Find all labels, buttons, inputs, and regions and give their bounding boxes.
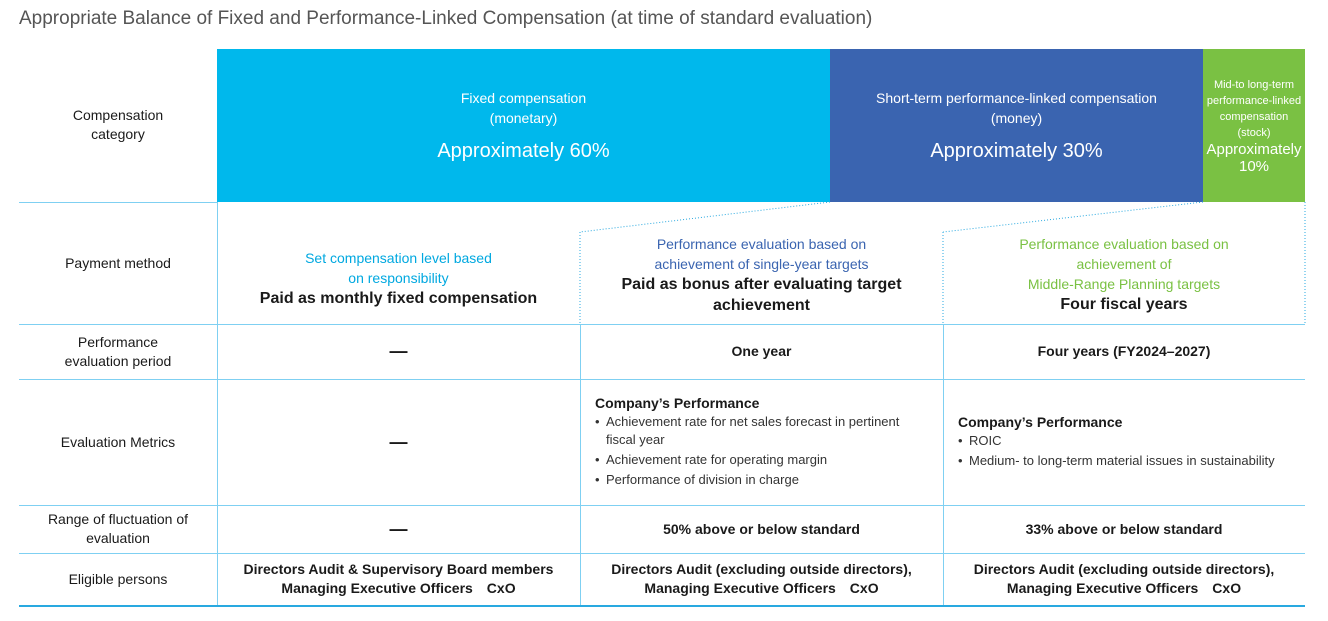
range-long-term: 33% above or below standard bbox=[1025, 520, 1223, 537]
period-long-term: Four years (FY2024–2027) bbox=[1037, 343, 1211, 359]
eligible-short-line2: Managing Executive Officers CxO bbox=[644, 580, 879, 596]
payment-fixed-hl1: Set compensation level based bbox=[305, 250, 492, 266]
fixed-compensation-band: Fixed compensation (monetary) Approximat… bbox=[217, 49, 830, 202]
row-label-range: Range of fluctuation of evaluation bbox=[47, 511, 189, 546]
metrics-fixed: — bbox=[389, 431, 408, 452]
list-item: Achievement rate for net sales forecast … bbox=[595, 413, 915, 449]
eligible-long-line1: Directors Audit (excluding outside direc… bbox=[973, 561, 1275, 577]
eligible-fixed-line2: Managing Executive Officers CxO bbox=[281, 580, 516, 596]
long-term-compensation-band: Mid-to long-term performance-linked comp… bbox=[1203, 49, 1305, 202]
metrics-long-term: Company’s Performance ROIC Medium- to lo… bbox=[958, 379, 1278, 505]
long-band-name-4: (stock) bbox=[1237, 126, 1271, 139]
payment-long-term: Performance evaluation based on achievem… bbox=[943, 234, 1305, 324]
fixed-band-name-1: Fixed compensation bbox=[460, 89, 587, 106]
payment-fixed: Set compensation level based on responsi… bbox=[217, 240, 580, 324]
eligible-long-term: Directors Audit (excluding outside direc… bbox=[943, 553, 1305, 605]
column-divider bbox=[943, 324, 944, 605]
eligible-short-term: Directors Audit (excluding outside direc… bbox=[580, 553, 943, 605]
eligible-short-line1: Directors Audit (excluding outside direc… bbox=[611, 561, 912, 577]
metrics-short-term: Company’s Performance Achievement rate f… bbox=[595, 379, 915, 505]
fixed-band-share: Approximately 60% bbox=[437, 139, 610, 162]
short-term-compensation-band: Short-term performance-linked compensati… bbox=[830, 49, 1203, 202]
payment-long-hl2: achievement of bbox=[1076, 256, 1172, 272]
fixed-band-name-2: (monetary) bbox=[489, 109, 558, 126]
row-divider bbox=[19, 324, 1305, 325]
list-item: Medium- to long-term material issues in … bbox=[958, 452, 1275, 470]
payment-long-hl1: Performance evaluation based on bbox=[1019, 236, 1229, 252]
payment-long-main: Four fiscal years bbox=[1060, 296, 1188, 313]
short-band-name-1: Short-term performance-linked compensati… bbox=[876, 89, 1157, 106]
column-divider bbox=[217, 202, 218, 605]
payment-fixed-main: Paid as monthly fixed compensation bbox=[259, 290, 538, 307]
short-band-share: Approximately 30% bbox=[930, 139, 1103, 162]
payment-long-hl3: Middle-Range Planning targets bbox=[1027, 276, 1221, 292]
row-label-metrics: Evaluation Metrics bbox=[60, 433, 176, 450]
metrics-long-title: Company’s Performance bbox=[958, 414, 1123, 430]
period-fixed: — bbox=[389, 341, 408, 361]
row-label-payment: Payment method bbox=[65, 254, 171, 271]
metrics-long-list: ROIC Medium- to long-term material issue… bbox=[958, 432, 1275, 472]
payment-fixed-hl2: on responsibility bbox=[348, 270, 449, 286]
payment-short-main1: Paid as bonus after evaluating target bbox=[621, 276, 902, 293]
metrics-short-title: Company’s Performance bbox=[595, 395, 760, 411]
long-band-share-1: Approximately bbox=[1206, 140, 1302, 158]
eligible-long-line2: Managing Executive Officers CxO bbox=[1006, 580, 1242, 596]
long-band-name-3: compensation bbox=[1219, 110, 1289, 123]
eligible-fixed-line1: Directors Audit & Supervisory Board memb… bbox=[243, 561, 554, 577]
payment-short-main2: achievement bbox=[713, 297, 810, 314]
payment-short-hl1: Performance evaluation based on bbox=[656, 236, 867, 252]
eligible-fixed: Directors Audit & Supervisory Board memb… bbox=[217, 553, 580, 605]
row-label-eligible: Eligible persons bbox=[68, 570, 168, 587]
range-fixed: — bbox=[389, 518, 408, 539]
payment-short-hl2: achievement of single-year targets bbox=[654, 256, 869, 272]
column-divider bbox=[580, 324, 581, 605]
row-divider bbox=[19, 553, 1305, 554]
long-band-name-2: performance-linked bbox=[1206, 94, 1302, 107]
metrics-short-list: Achievement rate for net sales forecast … bbox=[595, 413, 915, 491]
period-short-term: One year bbox=[731, 343, 792, 359]
row-divider bbox=[19, 202, 217, 203]
long-band-share-2: 10% bbox=[1238, 157, 1270, 175]
page-title: Appropriate Balance of Fixed and Perform… bbox=[19, 8, 873, 29]
row-label-period: Performance evaluation period bbox=[64, 333, 172, 369]
payment-short-term: Performance evaluation based on achievem… bbox=[580, 234, 943, 324]
row-divider bbox=[19, 505, 1305, 506]
list-item: ROIC bbox=[958, 432, 1275, 450]
table-bottom-rule bbox=[19, 605, 1305, 607]
list-item: Performance of division in charge bbox=[595, 471, 915, 489]
row-label-category: Compensation category bbox=[72, 107, 164, 142]
short-band-name-2: (money) bbox=[990, 109, 1043, 126]
range-short-term: 50% above or below standard bbox=[663, 520, 860, 537]
list-item: Achievement rate for operating margin bbox=[595, 451, 915, 469]
long-band-name-1: Mid-to long-term bbox=[1213, 78, 1295, 91]
row-divider bbox=[19, 379, 1305, 380]
